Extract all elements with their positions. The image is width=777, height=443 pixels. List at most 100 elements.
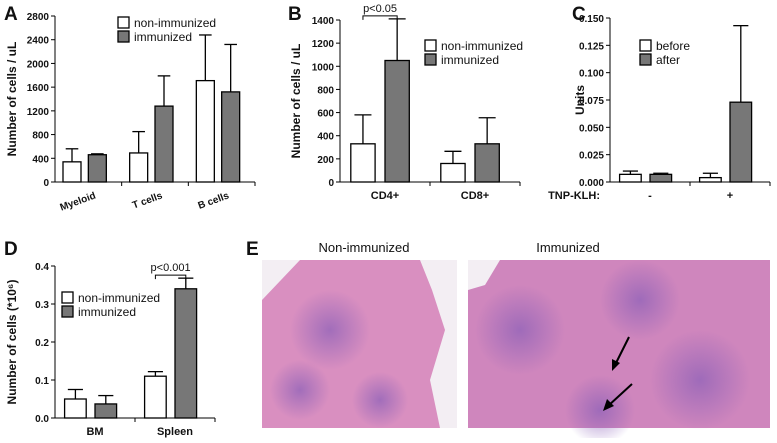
- y-tick-label: 1400: [312, 16, 335, 27]
- bar: [221, 91, 241, 183]
- y-axis-label: Number of cells / uL: [5, 42, 19, 157]
- y-tick-label: 0: [328, 178, 334, 189]
- bar: [474, 143, 500, 183]
- y-tick-label: 0.150: [579, 14, 604, 25]
- significance-bracket: [154, 274, 187, 280]
- y-tick-label: 400: [317, 132, 334, 143]
- x-tick-label: BM: [86, 426, 103, 438]
- y-tick-label: 1200: [312, 39, 335, 50]
- bar: [440, 162, 466, 183]
- y-tick-label: 0.1: [35, 376, 49, 387]
- bar: [729, 101, 753, 183]
- y-tick-label: 800: [317, 85, 334, 96]
- background: [420, 260, 457, 428]
- x-tick-label: Spleen: [157, 426, 193, 438]
- legend-label: non-immunized: [134, 16, 216, 30]
- y-tick-label: 0: [43, 178, 49, 189]
- bar: [618, 173, 642, 183]
- y-tick-label: 0.3: [35, 300, 49, 311]
- legend-label: immunized: [441, 53, 499, 67]
- y-tick-label: 0.100: [579, 69, 604, 80]
- y-tick-label: 0.000: [579, 178, 604, 189]
- y-tick-label: 0.075: [579, 96, 604, 107]
- bar: [62, 161, 82, 183]
- bar: [698, 176, 722, 183]
- arrowhead: [603, 399, 614, 411]
- bar: [129, 152, 149, 183]
- x-tick-label: B cells: [197, 190, 231, 212]
- y-tick-label: 0.0: [35, 414, 49, 425]
- arrow: [614, 336, 630, 366]
- bar: [384, 59, 410, 183]
- legend-label: after: [656, 53, 680, 67]
- legend-swatch: [424, 39, 437, 52]
- y-tick-label: 400: [32, 154, 49, 165]
- x-axis-label: TNP-KLH:: [548, 190, 600, 202]
- legend-swatch: [117, 30, 130, 43]
- legend-swatch: [61, 291, 74, 304]
- y-tick-label: 800: [32, 131, 49, 142]
- legend-label: non-immunized: [78, 291, 160, 305]
- y-tick-label: 1600: [27, 83, 50, 94]
- x-tick-label: T cells: [131, 190, 164, 211]
- bar: [350, 143, 376, 183]
- texture: [565, 375, 635, 443]
- y-tick-label: 2000: [27, 59, 50, 70]
- x-tick-label: -: [648, 190, 652, 202]
- legend-swatch: [639, 39, 652, 52]
- legend-label: non-immunized: [441, 39, 523, 53]
- x-tick-label: +: [727, 190, 733, 202]
- image-title: Immunized: [536, 240, 600, 255]
- significance-bracket: [362, 15, 398, 20]
- legend-swatch: [61, 305, 74, 318]
- y-tick-label: 0.2: [35, 338, 49, 349]
- bar: [87, 154, 107, 183]
- arrowhead: [612, 359, 620, 371]
- legend-label: before: [656, 39, 690, 53]
- panel-letter: B: [288, 4, 302, 25]
- bar: [195, 79, 215, 183]
- y-axis-label: Number of cells (*10⁶): [5, 280, 19, 405]
- texture: [290, 290, 370, 370]
- panel-letter: E: [246, 239, 259, 260]
- legend-label: immunized: [134, 30, 192, 44]
- y-axis-label: Units: [573, 85, 587, 115]
- x-tick-label: CD4+: [371, 190, 399, 202]
- chart-panel: D Number of cells (*10⁶) 0.0 0.1 0.2 0.3 0.4 BM…: [4, 239, 216, 438]
- y-tick-label: 0.050: [579, 123, 604, 134]
- y-tick-label: 1000: [312, 62, 335, 73]
- y-tick-label: 0.125: [579, 41, 604, 52]
- legend-swatch: [639, 53, 652, 66]
- y-tick-label: 2800: [27, 12, 50, 23]
- bar: [63, 398, 87, 419]
- panel-letter: D: [4, 239, 18, 260]
- texture: [475, 285, 565, 375]
- chart-panel: B Number of cells / uL 0 200 400 600 800 1000 12…: [288, 3, 523, 202]
- y-axis-label: Number of cells / uL: [289, 44, 303, 159]
- y-tick-label: 600: [317, 109, 334, 120]
- x-tick-label: Myeloid: [59, 190, 98, 213]
- bar: [143, 375, 167, 419]
- background: [468, 260, 500, 290]
- panel-e: E Non-immunized Immunized: [246, 239, 770, 443]
- x-tick-label: CD8+: [461, 190, 489, 202]
- bar: [174, 288, 198, 419]
- y-tick-label: 1200: [27, 107, 50, 118]
- texture: [600, 260, 680, 340]
- bar: [154, 105, 174, 183]
- background: [262, 260, 300, 300]
- chart-panel: C Units 0.000 0.025 0.050 0.075 0.100 0.125 0.15…: [548, 4, 771, 202]
- y-tick-label: 0.025: [579, 151, 604, 162]
- y-tick-label: 200: [317, 155, 334, 166]
- legend-swatch: [117, 16, 130, 29]
- texture: [650, 330, 750, 430]
- bar: [649, 173, 673, 183]
- y-tick-label: 0.4: [35, 262, 49, 273]
- bar: [94, 403, 118, 419]
- chart-panel: A Number of cells / uL 0 400 800 1200 1600 2000…: [4, 4, 256, 214]
- texture: [352, 372, 408, 428]
- annotation: p<0.05: [363, 3, 397, 15]
- annotation: p<0.001: [151, 262, 191, 274]
- legend-label: immunized: [78, 305, 136, 319]
